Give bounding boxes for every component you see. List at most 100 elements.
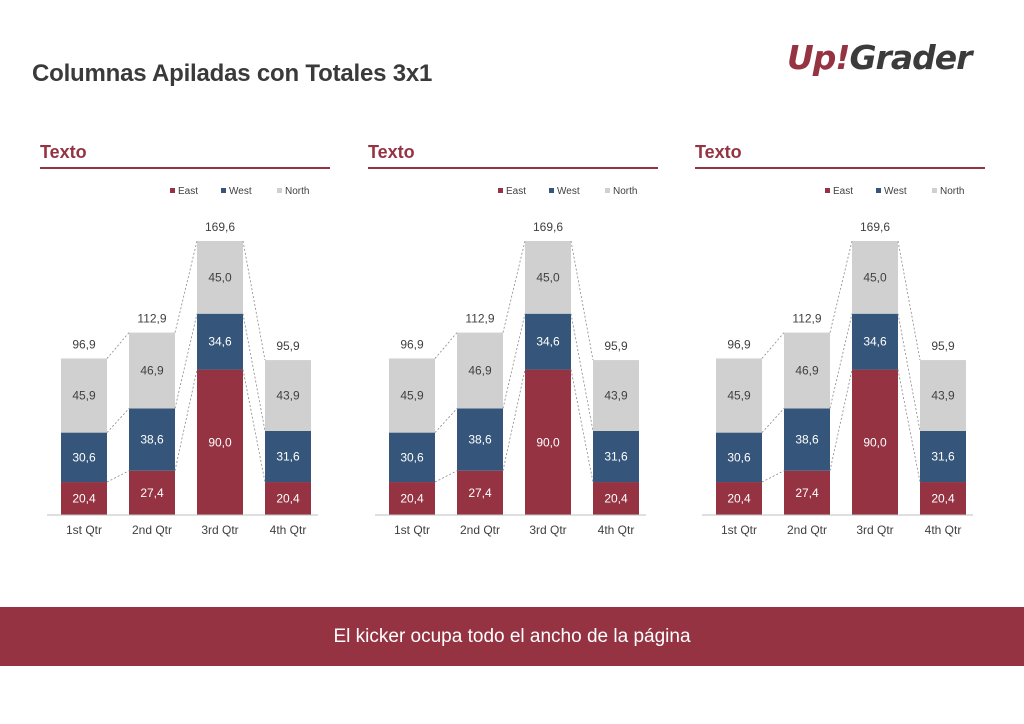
bar-segment-west xyxy=(265,430,311,483)
category-tick-label: 3rd Qtr xyxy=(856,523,893,537)
bar-segment-west xyxy=(129,408,175,471)
series-connector-line xyxy=(829,369,853,471)
total-label: 96,9 xyxy=(400,337,424,351)
series-connector-line xyxy=(502,369,526,471)
legend-label-east: East xyxy=(506,186,526,197)
legend-swatch-north xyxy=(605,188,610,193)
bar-segment-east xyxy=(593,482,639,515)
bar-segment-north xyxy=(852,241,898,314)
series-connector-line xyxy=(174,313,198,409)
bar-segment-north xyxy=(457,332,503,409)
bar-segment-east xyxy=(129,470,175,515)
series-connector-line xyxy=(829,240,853,333)
series-connector-line xyxy=(897,313,921,432)
total-label: 95,9 xyxy=(604,339,628,353)
chart-title: Texto xyxy=(40,142,87,162)
series-connector-line xyxy=(174,240,198,333)
series-connector-line xyxy=(761,470,785,483)
total-label: 96,9 xyxy=(727,337,751,351)
data-label-west: 30,6 xyxy=(72,450,96,464)
data-label-east: 20,4 xyxy=(72,492,96,506)
legend-label-west: West xyxy=(884,186,907,197)
bar-segment-west xyxy=(61,432,107,483)
bar-segment-north xyxy=(716,358,762,433)
total-label: 96,9 xyxy=(72,337,96,351)
legend-swatch-west xyxy=(549,188,554,193)
data-label-north: 45,9 xyxy=(400,389,424,403)
data-label-west: 38,6 xyxy=(140,433,164,447)
legend-swatch-west xyxy=(876,188,881,193)
category-tick-label: 1st Qtr xyxy=(394,523,430,537)
series-connector-line xyxy=(242,369,266,483)
data-label-east: 90,0 xyxy=(863,435,887,449)
bar-segment-west xyxy=(716,432,762,483)
bar-segment-west xyxy=(197,313,243,370)
data-label-west: 34,6 xyxy=(863,335,887,349)
legend-swatch-east xyxy=(498,188,503,193)
chart-panel-1: Texto East West North 20,4 30,6 45,9 96,9 1st Q… xyxy=(32,136,332,556)
bar-segment-east xyxy=(197,369,243,515)
series-connector-line xyxy=(570,240,594,361)
category-tick-label: 3rd Qtr xyxy=(201,523,238,537)
series-connector-line xyxy=(174,369,198,471)
data-label-north: 43,9 xyxy=(931,389,955,403)
series-connector-line xyxy=(106,408,130,433)
data-label-north: 45,0 xyxy=(208,270,232,284)
legend-swatch-north xyxy=(932,188,937,193)
series-connector-line xyxy=(434,470,458,483)
data-label-north: 46,9 xyxy=(468,363,492,377)
data-label-east: 27,4 xyxy=(468,486,492,500)
category-tick-label: 4th Qtr xyxy=(270,523,307,537)
series-connector-line xyxy=(761,408,785,433)
bar-segment-east xyxy=(716,482,762,515)
title-underline xyxy=(695,167,985,169)
series-connector-line xyxy=(761,332,785,359)
total-label: 112,9 xyxy=(137,312,166,326)
series-connector-line xyxy=(434,332,458,359)
data-label-east: 20,4 xyxy=(400,492,424,506)
data-label-east: 20,4 xyxy=(727,492,751,506)
data-label-east: 27,4 xyxy=(795,486,819,500)
total-label: 169,6 xyxy=(205,220,235,234)
bar-segment-north xyxy=(525,241,571,314)
brand-logo: Up!Grader xyxy=(787,38,972,77)
bar-segment-east xyxy=(852,369,898,515)
data-label-west: 30,6 xyxy=(400,450,424,464)
bar-segment-east xyxy=(525,369,571,515)
chart-panel-3: Texto East West North 20,4 30,6 45,9 96,9 1st Q… xyxy=(687,136,987,556)
page-title: Columnas Apiladas con Totales 3x1 xyxy=(32,60,433,87)
data-label-west: 38,6 xyxy=(795,433,819,447)
bar-segment-north xyxy=(61,358,107,433)
series-connector-line xyxy=(829,313,853,409)
bar-segment-east xyxy=(920,482,966,515)
series-connector-line xyxy=(242,313,266,432)
bar-segment-north xyxy=(920,360,966,431)
data-label-north: 45,9 xyxy=(72,389,96,403)
data-label-east: 90,0 xyxy=(208,435,232,449)
total-label: 169,6 xyxy=(533,220,563,234)
category-tick-label: 2nd Qtr xyxy=(787,523,827,537)
legend-label-west: West xyxy=(229,186,252,197)
bar-segment-west xyxy=(920,430,966,483)
data-label-north: 43,9 xyxy=(276,389,300,403)
data-label-west: 34,6 xyxy=(536,335,560,349)
bar-segment-east xyxy=(784,470,830,515)
title-underline xyxy=(40,167,330,169)
data-label-north: 43,9 xyxy=(604,389,628,403)
series-connector-line xyxy=(570,313,594,432)
bar-segment-east xyxy=(457,470,503,515)
kicker-banner: El kicker ocupa todo el ancho de la pági… xyxy=(0,607,1024,666)
data-label-east: 20,4 xyxy=(604,492,628,506)
total-label: 95,9 xyxy=(276,339,300,353)
stacked-column-chart: East West North 20,4 30,6 45,9 96,9 1st Qtr 27,4… xyxy=(47,186,318,537)
bar-segment-north xyxy=(389,358,435,433)
bar-segment-east xyxy=(265,482,311,515)
series-connector-line xyxy=(502,240,526,333)
data-label-west: 30,6 xyxy=(727,450,751,464)
data-label-east: 20,4 xyxy=(931,492,955,506)
bar-segment-north xyxy=(197,241,243,314)
data-label-east: 20,4 xyxy=(276,492,300,506)
category-tick-label: 2nd Qtr xyxy=(132,523,172,537)
series-connector-line xyxy=(106,470,130,483)
series-connector-line xyxy=(242,240,266,361)
